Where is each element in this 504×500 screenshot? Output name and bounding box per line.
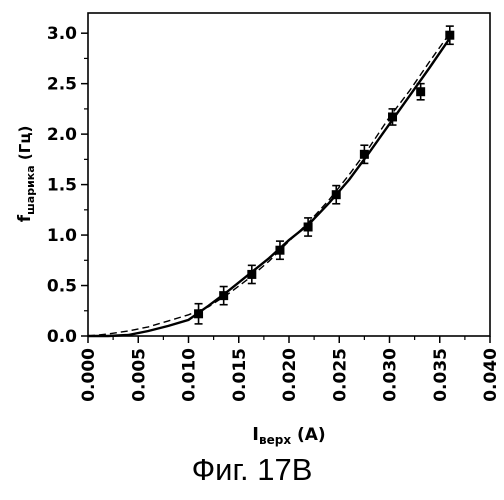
- y-tick-labels: 0.0 0.5 1.0 1.5 2.0 2.5 3.0: [47, 24, 77, 347]
- point-marker: [194, 309, 203, 318]
- y-tick-label: 3.0: [47, 24, 77, 44]
- point-marker: [304, 222, 313, 231]
- x-tick-label: 0.015: [230, 348, 250, 402]
- x-tick-label: 0.020: [280, 348, 300, 402]
- y-tick-label: 1.5: [47, 176, 77, 196]
- point-marker: [416, 87, 425, 96]
- x-axis-label-sub: верх: [259, 433, 291, 447]
- x-axis-label: Iверх (A): [252, 424, 325, 447]
- point-marker: [247, 270, 256, 279]
- fit-curve-dashed: [88, 33, 450, 336]
- chart: 0.000 0.005 0.010 0.015 0.020 0.025 0.030 0.035…: [0, 0, 504, 450]
- point-marker: [219, 291, 228, 300]
- y-tick-label: 1.0: [47, 226, 77, 246]
- y-axis-label: fшарика (Гц): [15, 126, 37, 223]
- x-tick-labels: 0.000 0.005 0.010 0.015 0.020 0.025 0.030 0.035…: [79, 348, 501, 402]
- x-tick-label: 0.025: [330, 348, 350, 402]
- fit-curve-solid: [88, 38, 450, 336]
- data-point: [219, 287, 228, 305]
- x-axis-label-unit: (A): [291, 425, 326, 445]
- data-point: [194, 304, 203, 324]
- fit-curves: [88, 33, 450, 336]
- point-marker: [360, 150, 369, 159]
- point-marker: [388, 112, 397, 121]
- data-points: [194, 26, 454, 324]
- figure-caption: Фиг. 17B: [0, 452, 504, 488]
- y-tick-label: 0.0: [47, 327, 77, 347]
- x-tick-label: 0.000: [79, 348, 99, 402]
- y-tick-label: 2.0: [47, 125, 77, 145]
- point-marker: [275, 246, 284, 255]
- x-tick-label: 0.035: [431, 348, 451, 402]
- x-tick-label: 0.040: [481, 348, 501, 402]
- y-axis-label-sub: шарика: [24, 165, 37, 215]
- x-tick-label: 0.010: [180, 348, 200, 402]
- y-tick-label: 0.5: [47, 277, 77, 297]
- axis-ticks: [81, 33, 490, 343]
- point-marker: [445, 31, 454, 40]
- point-marker: [332, 190, 341, 199]
- x-axis-label-main: I: [252, 424, 259, 445]
- data-point: [360, 145, 369, 163]
- x-tick-label: 0.005: [129, 348, 149, 402]
- y-axis-label-unit: (Гц): [16, 126, 34, 166]
- y-tick-label: 2.5: [47, 75, 77, 95]
- x-tick-label: 0.030: [381, 348, 401, 402]
- data-point: [332, 186, 341, 204]
